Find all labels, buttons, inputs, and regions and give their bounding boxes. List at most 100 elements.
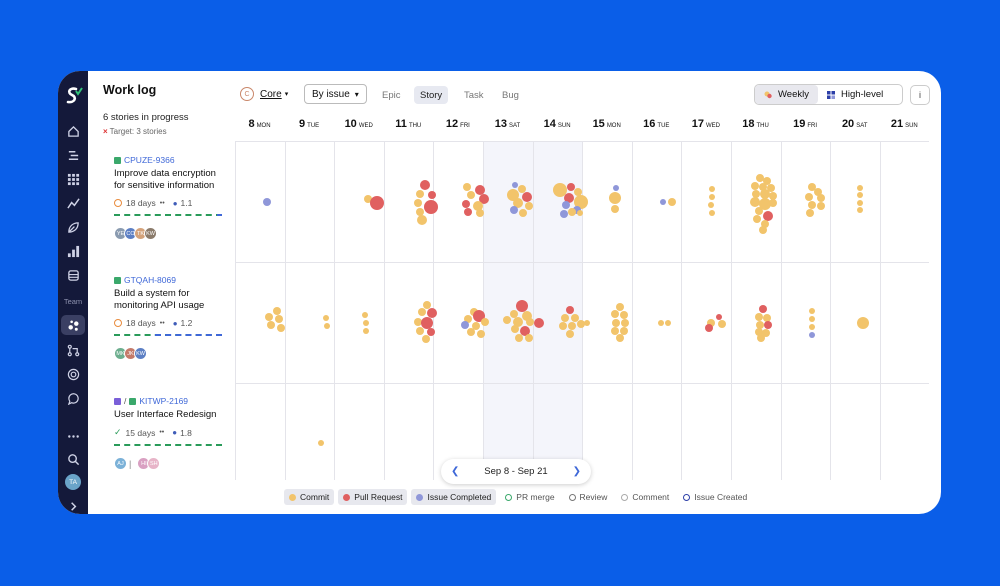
commit-dot[interactable] [761, 220, 769, 228]
commit-dot[interactable] [621, 319, 629, 327]
legend-item[interactable]: Comment [616, 489, 674, 505]
commit-dot[interactable] [566, 330, 574, 338]
commit-dot[interactable] [519, 209, 527, 217]
commit-dot[interactable] [503, 316, 511, 324]
commit-dot[interactable] [805, 193, 813, 201]
commit-dot[interactable] [809, 316, 815, 322]
pull-request-dot[interactable] [534, 318, 544, 328]
commit-dot[interactable] [414, 199, 422, 207]
home-icon[interactable] [64, 122, 82, 140]
commit-dot[interactable] [577, 320, 585, 328]
avatar[interactable]: HI [137, 457, 151, 470]
commit-dot[interactable] [857, 192, 863, 198]
commit-dot[interactable] [756, 174, 764, 182]
commit-dot[interactable] [762, 329, 770, 337]
commit-dot[interactable] [817, 194, 825, 202]
issue-completed-dot[interactable] [461, 321, 469, 329]
commit-dot[interactable] [756, 321, 764, 329]
commit-dot[interactable] [759, 183, 767, 191]
merge-icon[interactable] [64, 341, 82, 359]
pull-request-dot[interactable] [564, 193, 574, 203]
commit-dot[interactable] [759, 198, 771, 210]
pull-request-dot[interactable] [520, 326, 530, 336]
commit-dot[interactable] [616, 303, 624, 311]
commit-dot[interactable] [522, 311, 532, 321]
commit-dot[interactable] [467, 191, 475, 199]
commit-dot[interactable] [265, 313, 273, 321]
commit-dot[interactable] [708, 202, 714, 208]
commit-dot[interactable] [472, 322, 480, 330]
commit-dot[interactable] [752, 190, 760, 198]
commit-dot[interactable] [857, 207, 863, 213]
pull-request-dot[interactable] [428, 191, 436, 199]
user-avatar[interactable]: TA [65, 474, 81, 490]
legend-item[interactable]: Pull Request [338, 489, 408, 505]
group-by-dropdown[interactable]: By issue ▾ [304, 84, 367, 104]
pull-request-dot[interactable] [427, 328, 435, 336]
commit-dot[interactable] [611, 327, 619, 335]
commit-dot[interactable] [267, 321, 275, 329]
commit-dot[interactable] [809, 308, 815, 314]
commit-dot[interactable] [665, 320, 671, 326]
commit-dot[interactable] [857, 317, 869, 329]
commit-dot[interactable] [620, 327, 628, 335]
avatar[interactable]: SH [147, 457, 161, 470]
commit-dot[interactable] [511, 325, 519, 333]
commit-dot[interactable] [559, 322, 567, 330]
commit-dot[interactable] [808, 201, 816, 209]
commit-dot[interactable] [513, 198, 523, 208]
commit-dot[interactable] [763, 177, 771, 185]
issue-completed-dot[interactable] [560, 210, 568, 218]
chevron-left-icon[interactable]: ❮ [451, 466, 460, 477]
commit-dot[interactable] [414, 318, 422, 326]
commit-dot[interactable] [363, 328, 369, 334]
commit-dot[interactable] [759, 226, 767, 234]
team-icon[interactable] [61, 315, 85, 335]
commit-dot[interactable] [668, 198, 676, 206]
commit-dot[interactable] [709, 210, 715, 216]
list-icon[interactable] [64, 146, 82, 164]
commit-dot[interactable] [416, 190, 424, 198]
high-level-view-button[interactable]: High-level [818, 85, 892, 104]
pull-request-dot[interactable] [516, 300, 528, 312]
commit-dot[interactable] [277, 324, 285, 332]
commit-dot[interactable] [476, 209, 484, 217]
pull-request-dot[interactable] [764, 321, 772, 329]
pull-request-dot[interactable] [462, 200, 470, 208]
commit-dot[interactable] [707, 319, 715, 327]
pull-request-dot[interactable] [464, 208, 472, 216]
commit-dot[interactable] [809, 324, 815, 330]
legend-item[interactable]: PR merge [500, 489, 559, 505]
commit-dot[interactable] [525, 334, 533, 342]
commit-dot[interactable] [769, 199, 777, 207]
commit-dot[interactable] [763, 314, 771, 322]
issue-completed-dot[interactable] [809, 332, 815, 338]
commit-dot[interactable] [423, 301, 431, 309]
commit-dot[interactable] [616, 334, 624, 342]
pull-request-dot[interactable] [420, 180, 430, 190]
commit-dot[interactable] [318, 440, 324, 446]
commit-dot[interactable] [611, 205, 619, 213]
commit-dot[interactable] [568, 322, 576, 330]
pull-request-dot[interactable] [763, 211, 773, 221]
story-id[interactable]: / KITWP-2169 [114, 395, 226, 407]
commit-dot[interactable] [273, 307, 281, 315]
commit-dot[interactable] [709, 186, 715, 192]
commit-dot[interactable] [515, 334, 523, 342]
commit-dot[interactable] [275, 315, 283, 323]
commit-dot[interactable] [574, 195, 588, 209]
commit-dot[interactable] [750, 197, 760, 207]
story-card-3[interactable]: / KITWP-2169 User Interface Redesign ✓ 15 … [114, 395, 226, 470]
commit-dot[interactable] [561, 314, 569, 322]
commit-dot[interactable] [477, 330, 485, 338]
commit-dot[interactable] [767, 184, 775, 192]
commit-dot[interactable] [755, 207, 763, 215]
commit-dot[interactable] [760, 189, 770, 199]
bars-icon[interactable] [64, 242, 82, 260]
commit-dot[interactable] [609, 192, 621, 204]
expand-icon[interactable] [64, 497, 82, 514]
commit-dot[interactable] [808, 183, 816, 191]
tab-task[interactable]: Task [464, 89, 484, 101]
commit-dot[interactable] [709, 194, 715, 200]
legend-item[interactable]: Issue Completed [411, 489, 497, 505]
